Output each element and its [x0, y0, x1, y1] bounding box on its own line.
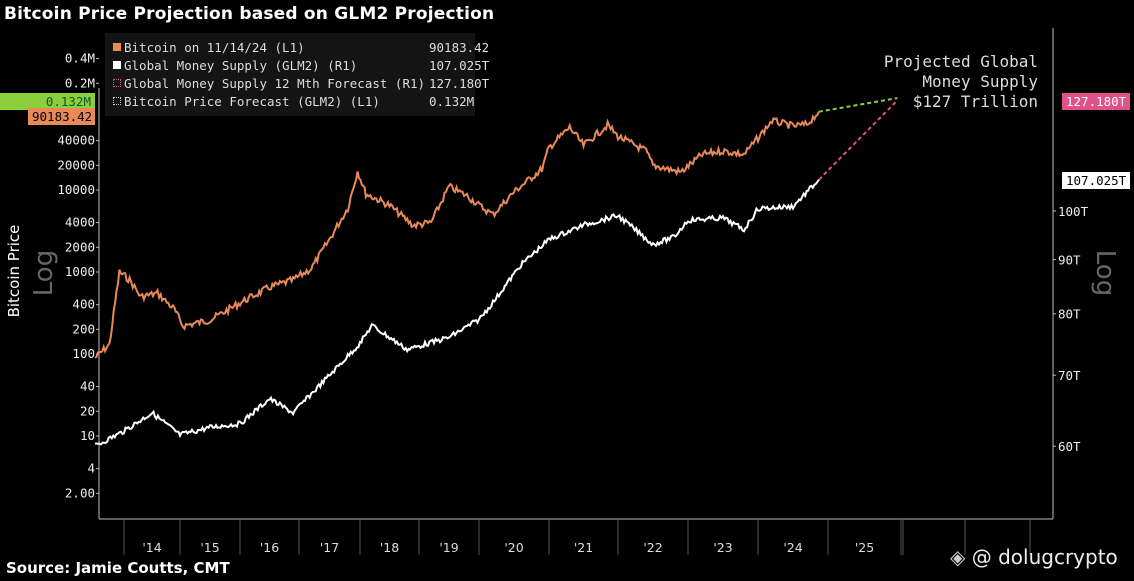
left-tick-label: 4	[87, 461, 95, 476]
x-tick-label: '19	[439, 540, 458, 555]
left-axis-title: Bitcoin Price	[5, 224, 23, 318]
legend-item-glm2-forecast: Global Money Supply 12 Mth Forecast (R1)…	[113, 74, 489, 92]
series-line-3	[818, 97, 898, 113]
watermark-text: @ dolugcrypto	[971, 545, 1118, 569]
right-tick-label: 100T	[1058, 204, 1089, 219]
left-log-label: Log	[29, 249, 59, 297]
logo-icon: ◈	[950, 545, 966, 569]
right-tick-label: 80T	[1058, 307, 1081, 322]
chart-title: Bitcoin Price Projection based on GLM2 P…	[4, 4, 495, 24]
right-log-label: Log	[1090, 249, 1120, 297]
legend-value: 90183.42	[429, 39, 490, 55]
left-tick-label: 10000	[57, 182, 95, 197]
x-tick-label: '16	[260, 540, 279, 555]
x-tick-label: '18	[380, 540, 399, 555]
source-note: Source: Jamie Coutts, CMT	[6, 559, 230, 577]
series-line-2	[818, 99, 899, 181]
x-tick-label: '24	[783, 540, 802, 555]
watermark: ◈ @ dolugcrypto	[950, 545, 1118, 569]
x-tick-label: '23	[713, 540, 732, 555]
legend-value: 127.180T	[429, 75, 490, 91]
glm-last-tag: 107.025T	[1062, 172, 1131, 189]
annotation-line: Money Supply	[922, 72, 1038, 91]
left-tick-label: 4000	[65, 215, 95, 230]
left-tick-label: 100	[72, 346, 95, 361]
x-tick-label: '14	[142, 540, 161, 555]
legend-swatch	[113, 61, 121, 69]
projection-annotation: Projected Global Money Supply $127 Trill…	[870, 52, 1038, 112]
x-tick-label: '22	[643, 540, 662, 555]
legend-label: Global Money Supply (GLM2) (R1)	[124, 57, 358, 73]
right-tick-label: 60T	[1058, 439, 1081, 454]
legend-swatch	[113, 43, 121, 51]
left-tick-label: 40	[80, 379, 95, 394]
left-tick-label: 20000	[57, 157, 95, 172]
left-tick-label: 2000	[65, 239, 95, 254]
series-line-1	[94, 179, 820, 446]
x-tick-label: '20	[504, 540, 523, 555]
glm-forecast-tag: 127.180T	[1062, 93, 1131, 110]
legend-item-bitcoin: Bitcoin on 11/14/24 (L1) 90183.42	[113, 38, 489, 56]
left-tick-label: 200	[72, 321, 95, 336]
x-tick-label: '17	[320, 540, 339, 555]
left-tick-label: 1000	[65, 264, 95, 279]
left-tick-label: 0.2M	[65, 75, 95, 90]
annotation-line: $127 Trillion	[912, 92, 1038, 111]
legend: Bitcoin on 11/14/24 (L1) 90183.42 Global …	[105, 33, 489, 116]
left-tick-label: 20	[80, 403, 95, 418]
btc-last-tag: 90183.42	[28, 108, 95, 125]
legend-value: 0.132M	[429, 93, 475, 109]
btc-forecast-tag: 0.132M	[0, 93, 95, 110]
legend-label: Bitcoin on 11/14/24 (L1)	[124, 39, 305, 55]
x-tick-label: '21	[574, 540, 593, 555]
left-tick-label: 40000	[57, 133, 95, 148]
legend-item-btc-forecast: Bitcoin Price Forecast (GLM2) (L1) 0.132M	[113, 92, 474, 110]
left-tick-label: 10	[80, 428, 95, 443]
legend-swatch	[113, 97, 121, 105]
left-tick-label: 400	[72, 297, 95, 312]
left-tick-label: 2.00	[65, 485, 95, 500]
left-tick-label: 0.4M	[65, 51, 95, 66]
legend-label: Bitcoin Price Forecast (GLM2) (L1)	[124, 93, 380, 109]
right-tick-label: 70T	[1058, 368, 1081, 383]
x-tick-label: '25	[855, 540, 874, 555]
x-tick-label: '15	[200, 540, 219, 555]
legend-value: 107.025T	[429, 57, 490, 73]
series-line-0	[94, 111, 820, 359]
legend-swatch	[113, 79, 121, 87]
annotation-line: Projected Global	[883, 52, 1038, 71]
legend-item-glm2: Global Money Supply (GLM2) (R1) 107.025T	[113, 56, 489, 74]
legend-label: Global Money Supply 12 Mth Forecast (R1)	[124, 75, 426, 91]
right-tick-label: 90T	[1058, 253, 1081, 268]
